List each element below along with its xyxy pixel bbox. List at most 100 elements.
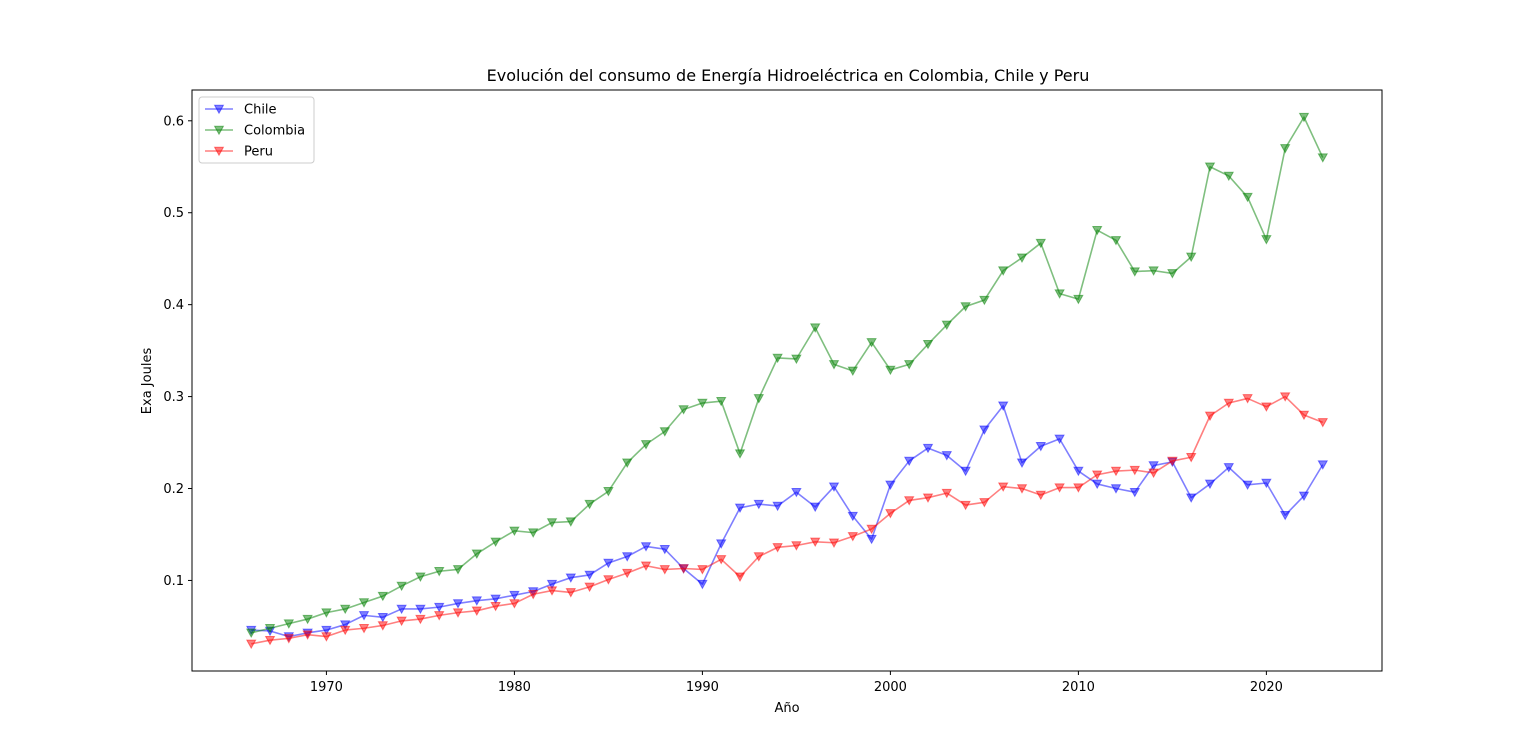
legend-label-colombia: Colombia <box>244 124 305 139</box>
data-point-chile <box>1223 463 1235 473</box>
data-point-chile <box>1317 460 1329 470</box>
data-point-colombia <box>1016 253 1028 263</box>
data-point-colombia <box>245 628 257 639</box>
data-point-colombia <box>603 487 614 497</box>
data-point-chile <box>1185 493 1197 503</box>
data-point-peru <box>358 624 370 634</box>
data-point-colombia <box>1129 267 1141 277</box>
data-point-peru <box>621 568 633 579</box>
data-point-peru <box>1261 402 1272 412</box>
data-point-colombia <box>339 604 351 615</box>
data-point-chile <box>1279 510 1291 521</box>
series-chile <box>245 401 1329 642</box>
data-point-peru <box>1110 466 1122 477</box>
data-point-chile <box>1261 478 1272 489</box>
data-point-peru <box>922 493 934 503</box>
data-point-peru <box>1129 465 1141 476</box>
y-tick-label: 0.3 <box>163 390 184 405</box>
data-point-peru <box>715 555 727 565</box>
data-point-peru <box>1298 410 1310 421</box>
data-point-peru <box>1242 394 1253 404</box>
data-point-chile <box>1054 434 1065 445</box>
data-point-peru <box>264 635 276 646</box>
data-point-colombia <box>809 323 821 333</box>
data-point-chile <box>584 570 595 581</box>
chart-title: Evolución del consumo de Energía Hidroel… <box>487 66 1090 85</box>
data-point-chile <box>546 579 558 590</box>
data-point-chile <box>809 502 821 513</box>
data-point-peru <box>1317 418 1329 428</box>
data-point-peru <box>753 552 765 562</box>
data-point-chile <box>415 604 426 615</box>
series-colombia <box>245 112 1329 639</box>
data-point-peru <box>1054 483 1065 493</box>
data-point-colombia <box>1167 269 1178 279</box>
data-point-chile <box>697 579 708 590</box>
data-point-chile <box>791 487 802 498</box>
data-point-chile <box>1298 491 1310 502</box>
data-point-colombia <box>734 449 746 459</box>
data-point-chile <box>1091 479 1103 490</box>
data-point-colombia <box>1242 192 1253 203</box>
series-line-chile <box>251 404 1324 638</box>
data-point-peru <box>302 630 313 640</box>
data-point-chile <box>941 451 953 461</box>
data-point-chile <box>1129 487 1141 498</box>
data-point-peru <box>415 614 426 625</box>
data-point-colombia <box>903 360 915 370</box>
plot-frame <box>191 89 1383 672</box>
x-tick-label: 2020 <box>1250 680 1283 695</box>
series-line-peru <box>251 395 1324 645</box>
data-point-colombia <box>697 398 708 409</box>
data-point-peru <box>1204 411 1216 422</box>
data-point-colombia <box>753 394 765 404</box>
data-point-colombia <box>1091 225 1103 236</box>
y-axis-title: Exa Joules <box>140 348 155 415</box>
data-point-chile <box>339 620 351 630</box>
data-point-peru <box>396 616 407 627</box>
data-point-peru <box>941 488 953 499</box>
data-point-peru <box>1185 453 1197 463</box>
data-point-colombia <box>791 354 802 365</box>
data-point-colombia <box>922 339 934 350</box>
data-point-peru <box>321 632 332 642</box>
data-point-colombia <box>1261 235 1272 245</box>
data-point-colombia <box>828 360 840 370</box>
data-point-peru <box>245 639 257 650</box>
data-point-chile <box>1073 466 1084 477</box>
data-point-colombia <box>715 396 727 407</box>
x-tick-label: 2000 <box>874 680 907 695</box>
x-axis-title: Año <box>774 701 799 716</box>
data-point-chile <box>960 466 971 477</box>
data-point-colombia <box>1317 153 1329 163</box>
data-point-colombia <box>452 565 464 575</box>
data-point-peru <box>885 509 896 519</box>
data-point-peru <box>678 564 689 574</box>
data-point-chile <box>396 604 407 615</box>
data-point-chile <box>433 602 445 613</box>
data-point-colombia <box>941 320 953 331</box>
data-point-peru <box>584 582 595 593</box>
data-point-peru <box>283 634 295 644</box>
data-point-chile <box>1204 479 1216 490</box>
legend-marker-chile <box>213 104 225 115</box>
legend-label-chile: Chile <box>244 103 277 118</box>
legend-item-peru: Peru <box>205 145 273 160</box>
data-point-colombia <box>885 365 896 376</box>
data-point-colombia <box>283 619 295 629</box>
data-point-peru <box>527 589 539 600</box>
data-point-peru <box>509 599 520 609</box>
data-point-peru <box>565 588 577 598</box>
data-point-peru <box>960 500 971 511</box>
data-point-chile <box>997 401 1009 411</box>
data-point-chile <box>565 573 577 583</box>
data-point-colombia <box>377 591 389 602</box>
data-point-colombia <box>1148 266 1159 276</box>
legend: Chile Colombia Peru <box>198 96 315 164</box>
data-point-chile <box>490 594 501 605</box>
data-point-chile <box>734 503 746 514</box>
data-point-peru <box>734 572 746 582</box>
data-point-chile <box>828 482 840 492</box>
x-axis: 1970 1980 1990 2000 2010 2020 <box>310 671 1283 695</box>
x-tick-label: 1980 <box>498 680 531 695</box>
